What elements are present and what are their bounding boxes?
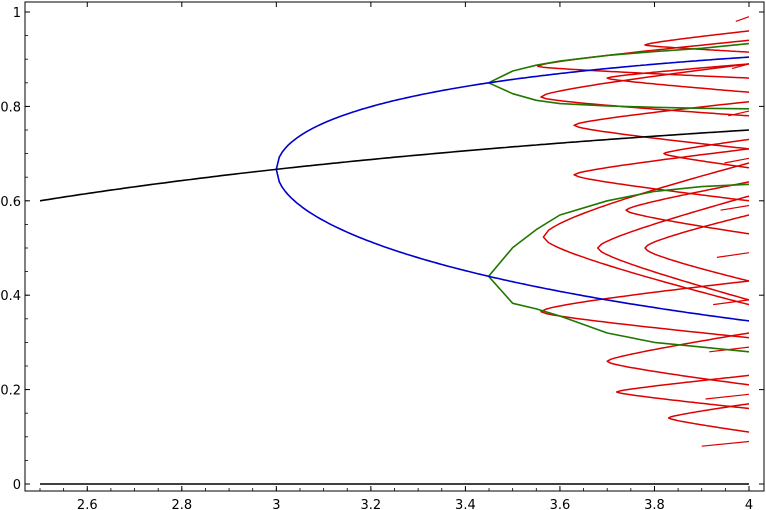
red-cycle-line bbox=[606, 63, 750, 93]
x-tick-label: 3.6 bbox=[550, 498, 571, 510]
y-tick-label: 1 bbox=[13, 6, 21, 21]
x-tick-label: 2.8 bbox=[171, 498, 192, 510]
x-tick-label: 3.4 bbox=[455, 498, 476, 510]
green-cycle-line bbox=[488, 42, 750, 84]
black-fixed-point-line bbox=[39, 129, 750, 202]
green-cycle-line bbox=[488, 82, 750, 110]
red-cycle-line bbox=[540, 63, 750, 117]
red-cycle-line bbox=[731, 63, 750, 70]
green-cycle-line bbox=[488, 275, 750, 353]
red-cycle-line bbox=[728, 110, 750, 117]
red-cycle-line bbox=[720, 204, 750, 211]
red-cycle-line bbox=[606, 332, 750, 386]
red-cycle-line bbox=[735, 16, 750, 22]
red-cycle-line bbox=[644, 214, 750, 282]
red-cycle-line bbox=[716, 252, 750, 258]
red-cycle-line bbox=[724, 157, 750, 164]
x-tick-label: 3 bbox=[272, 498, 280, 510]
red-cycle-line bbox=[663, 138, 750, 169]
curves-layer bbox=[39, 16, 750, 485]
red-cycle-line bbox=[625, 181, 750, 235]
red-cycle-line bbox=[540, 280, 750, 339]
red-cycle-line bbox=[701, 440, 750, 447]
y-tick-label: 0 bbox=[13, 478, 21, 493]
red-cycle-line bbox=[705, 393, 750, 400]
green-cycle-line bbox=[487, 183, 750, 277]
red-cycle-line bbox=[542, 162, 750, 306]
red-cycle-line bbox=[667, 403, 750, 433]
red-cycle-line bbox=[644, 30, 750, 53]
x-tick-label: 3.8 bbox=[644, 498, 665, 510]
red-cycle-line bbox=[573, 148, 750, 202]
red-cycle-line bbox=[596, 195, 750, 301]
x-tick-label: 2.6 bbox=[77, 498, 98, 510]
y-tick-label: 0.6 bbox=[0, 195, 21, 210]
y-tick-label: 0.8 bbox=[0, 100, 21, 115]
x-tick-label: 3.2 bbox=[361, 498, 382, 510]
x-tick-label: 4 bbox=[745, 498, 753, 510]
y-tick-label: 0.2 bbox=[0, 384, 21, 399]
red-cycle-line bbox=[713, 299, 750, 306]
y-tick-label: 0.4 bbox=[0, 289, 21, 304]
plot-frame bbox=[24, 1, 765, 492]
red-cycle-line bbox=[615, 374, 750, 410]
